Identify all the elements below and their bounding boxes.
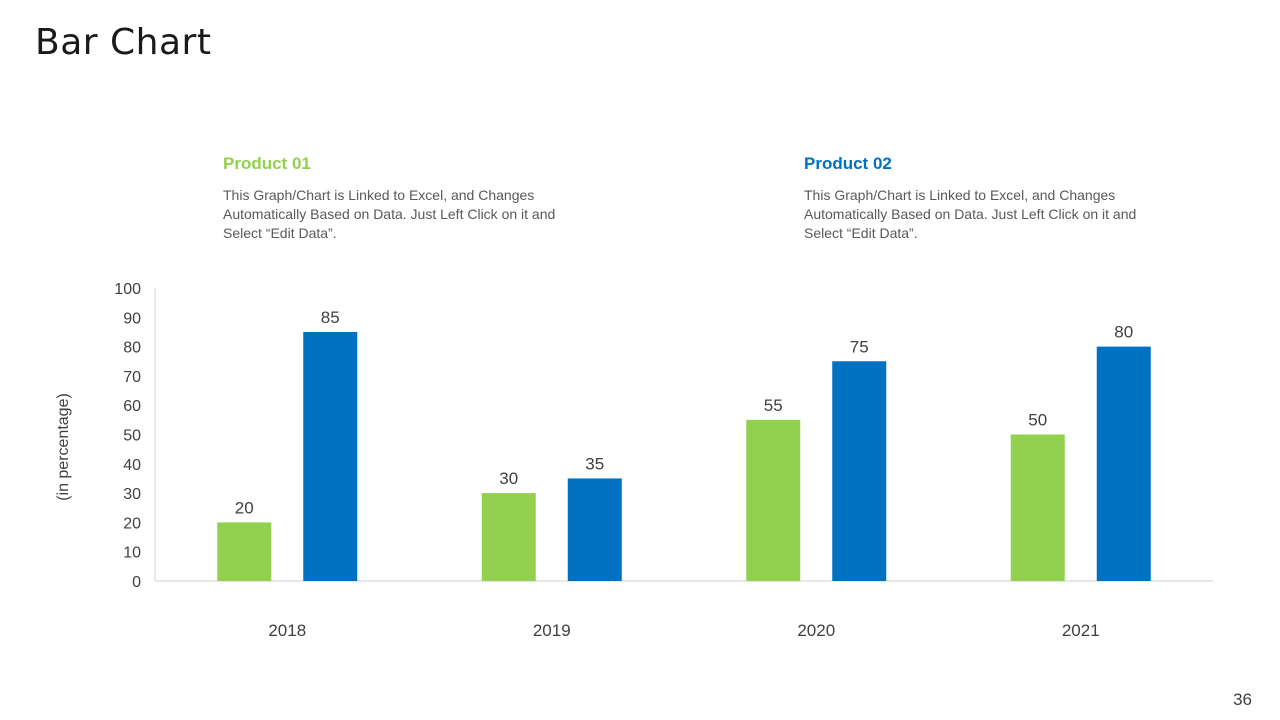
legend-product-01-name: Product 01 <box>223 154 311 173</box>
y-tick-label: 0 <box>132 574 141 591</box>
data-label: 75 <box>850 337 869 356</box>
bar <box>303 331 358 581</box>
legend-product-02-name: Product 02 <box>804 154 892 173</box>
bar <box>1096 346 1151 581</box>
y-tick-label: 50 <box>123 428 141 445</box>
bar <box>481 493 536 581</box>
x-tick-label: 2021 <box>1062 621 1100 640</box>
y-tick-label: 40 <box>123 457 141 474</box>
bar <box>746 419 801 581</box>
x-tick-label: 2020 <box>797 621 835 640</box>
y-tick-label: 70 <box>123 369 141 386</box>
y-tick-label: 80 <box>123 340 141 357</box>
data-label: 35 <box>585 454 604 473</box>
data-label: 55 <box>764 396 783 415</box>
data-label: 80 <box>1114 323 1133 342</box>
data-label: 50 <box>1028 411 1047 430</box>
y-tick-label: 90 <box>123 310 141 327</box>
y-tick-label: 60 <box>123 398 141 415</box>
legend-product-02: Product 02 This Graph/Chart is Linked to… <box>804 154 1164 243</box>
data-label: 20 <box>235 498 254 517</box>
bar <box>567 478 622 581</box>
slide-title: Bar Chart <box>35 22 212 63</box>
legend-product-01-description: This Graph/Chart is Linked to Excel, and… <box>223 187 556 241</box>
legend-product-01: Product 01 This Graph/Chart is Linked to… <box>223 154 583 243</box>
data-label: 85 <box>321 308 340 327</box>
y-tick-label: 10 <box>123 545 141 562</box>
x-tick-label: 2019 <box>533 621 571 640</box>
x-tick-label: 2018 <box>268 621 306 640</box>
data-label: 30 <box>499 469 518 488</box>
y-tick-label: 30 <box>123 486 141 503</box>
bar <box>832 361 887 581</box>
y-tick-label: 20 <box>123 515 141 532</box>
page-number: 36 <box>1233 690 1252 709</box>
bar <box>1010 434 1065 581</box>
bar <box>217 522 272 581</box>
y-tick-label: 100 <box>114 281 141 298</box>
legend-product-02-description: This Graph/Chart is Linked to Excel, and… <box>804 187 1137 241</box>
